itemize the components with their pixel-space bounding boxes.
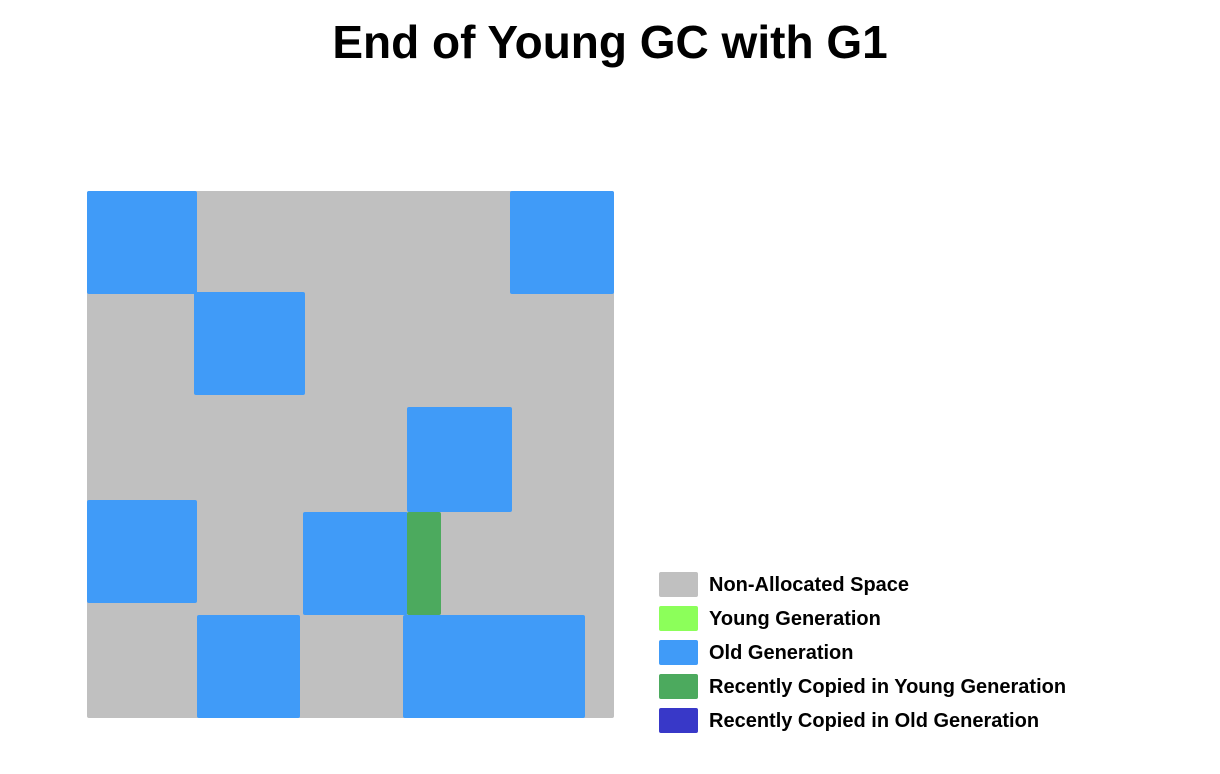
legend-label: Recently Copied in Old Generation [709, 710, 1040, 732]
legend-item: Recently Copied in Young Generation [659, 672, 1179, 702]
old-generation-region [87, 191, 197, 294]
old-generation-region [403, 615, 585, 718]
legend-swatch [659, 640, 698, 665]
old-generation-region [303, 512, 408, 615]
old-generation-region [510, 191, 614, 294]
legend-item: Non-Allocated Space [659, 570, 1179, 600]
legend-label: Recently Copied in Young Generation [709, 676, 1067, 698]
legend-label: Young Generation [709, 608, 881, 630]
recently-copied-young-region [407, 512, 441, 615]
legend-item: Old Generation [659, 638, 1179, 668]
old-generation-region [197, 615, 300, 718]
legend-label: Non-Allocated Space [709, 574, 910, 596]
legend-item: Recently Copied in Old Generation [659, 706, 1179, 736]
legend-swatch [659, 572, 698, 597]
old-generation-region [194, 292, 305, 395]
heap-region-grid [87, 191, 614, 718]
legend-swatch [659, 674, 698, 699]
old-generation-region [87, 500, 197, 603]
legend-swatch [659, 606, 698, 631]
legend-label: Old Generation [709, 642, 854, 664]
diagram-title: End of Young GC with G1 [332, 16, 888, 68]
old-generation-region [407, 407, 512, 512]
legend-swatch [659, 708, 698, 733]
legend-item: Young Generation [659, 604, 1179, 634]
